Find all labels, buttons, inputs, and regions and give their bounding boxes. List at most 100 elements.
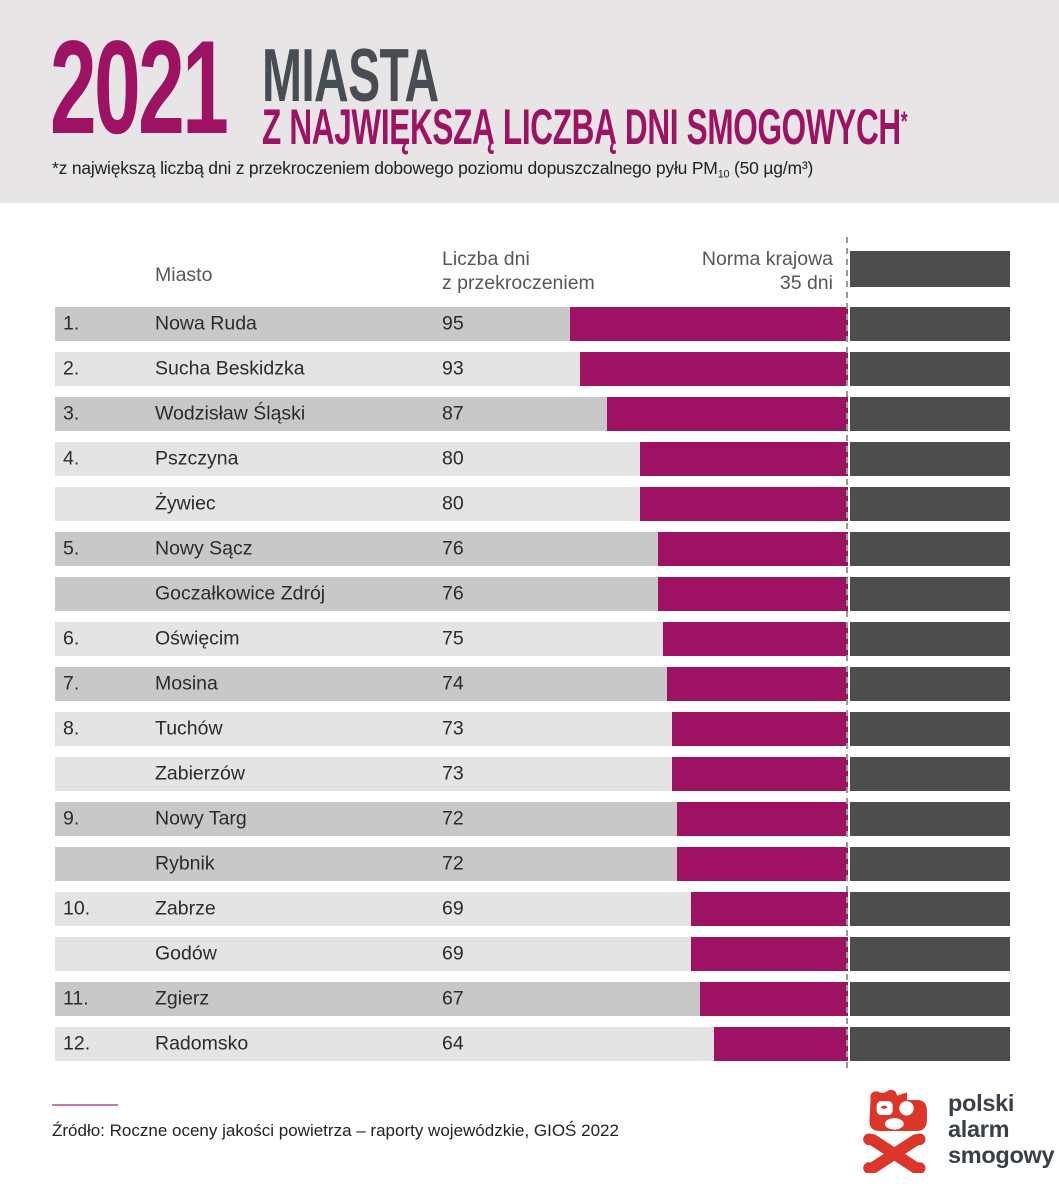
days-bar (714, 1027, 848, 1061)
days-bar (640, 487, 848, 521)
rank-label: 8. (63, 717, 80, 740)
norm-bar (850, 487, 1010, 521)
days-value: 69 (442, 897, 464, 920)
table-row: 9. Nowy Targ 72 (55, 802, 1010, 836)
days-bar (672, 757, 848, 791)
rank-label: 11. (63, 987, 89, 1010)
city-label: Goczałkowice Zdrój (155, 582, 326, 605)
norm-bar (850, 757, 1010, 791)
logo-wordmark: polski alarm smogowy (948, 1090, 1055, 1168)
days-bar (677, 847, 848, 881)
table-row: 5. Nowy Sącz 76 (55, 532, 1010, 566)
column-header-norm: Norma krajowa 35 dni (701, 248, 833, 294)
city-label: Sucha Beskidzka (155, 357, 305, 380)
days-value: 93 (442, 357, 464, 380)
days-bar (607, 397, 848, 431)
source-rule (52, 1104, 118, 1106)
days-value: 80 (442, 492, 464, 515)
norm-bar (850, 1027, 1010, 1061)
city-label: Nowa Ruda (155, 312, 257, 335)
rows-container: 1. Nowa Ruda 95 2. Sucha Beskidzka 93 3.… (55, 307, 1010, 1072)
table-row: Żywiec 80 (55, 487, 1010, 521)
rank-label: 1. (63, 312, 80, 335)
days-value: 64 (442, 1032, 464, 1055)
logo-line: polski (948, 1090, 1015, 1116)
logo-line: alarm (948, 1116, 1010, 1142)
table-row: 4. Pszczyna 80 (55, 442, 1010, 476)
column-header-days: Liczba dni z przekroczeniem (442, 248, 595, 294)
table-row: 10. Zabrze 69 (55, 892, 1010, 926)
norm-bar (850, 352, 1010, 386)
rank-label: 9. (63, 807, 80, 830)
days-bar (677, 802, 848, 836)
norm-bar (850, 982, 1010, 1016)
rank-label: 5. (63, 537, 80, 560)
norm-bar (850, 577, 1010, 611)
days-value: 67 (442, 987, 464, 1010)
table-row: 2. Sucha Beskidzka 93 (55, 352, 1010, 386)
days-value: 87 (442, 402, 464, 425)
rank-label: 12. (63, 1032, 91, 1055)
norm-bar (850, 712, 1010, 746)
days-bar (691, 937, 848, 971)
source-text: Źródło: Roczne oceny jakości powietrza –… (52, 1121, 619, 1140)
norm-bar (850, 802, 1010, 836)
days-bar (570, 307, 848, 341)
norm-bar (850, 442, 1010, 476)
title-line-2-text: Z NAJWIĘKSZĄ LICZBĄ DNI SMOGOWYCH (262, 99, 901, 155)
city-label: Rybnik (155, 852, 215, 875)
city-label: Pszczyna (155, 447, 239, 470)
norm-bar (850, 397, 1010, 431)
norm-threshold-line (846, 237, 848, 1073)
norm-bar (850, 667, 1010, 701)
table-row: Godów 69 (55, 937, 1010, 971)
days-value: 72 (442, 852, 464, 875)
days-value: 73 (442, 762, 464, 785)
days-value: 95 (442, 312, 464, 335)
table-row: 12. Radomsko 64 (55, 1027, 1010, 1061)
rank-label: 3. (63, 402, 80, 425)
days-value: 76 (442, 537, 464, 560)
city-label: Nowy Targ (155, 807, 247, 830)
table-row: 1. Nowa Ruda 95 (55, 307, 1010, 341)
column-header-city: Miasto (155, 264, 213, 286)
rank-label: 6. (63, 627, 80, 650)
days-value: 80 (442, 447, 464, 470)
city-label: Nowy Sącz (155, 537, 253, 560)
title-line-1: MIASTA (262, 33, 439, 117)
days-bar (658, 532, 848, 566)
table-row: 3. Wodzisław Śląski 87 (55, 397, 1010, 431)
norm-bar (850, 847, 1010, 881)
rank-label: 4. (63, 447, 80, 470)
city-label: Godów (155, 942, 217, 965)
city-label: Oświęcim (155, 627, 240, 650)
table-row: 8. Tuchów 73 (55, 712, 1010, 746)
footnote: *z największą liczbą dni z przekroczenie… (52, 158, 814, 181)
title-line-2: Z NAJWIĘKSZĄ LICZBĄ DNI SMOGOWYCH* (262, 99, 908, 155)
table-row: Goczałkowice Zdrój 76 (55, 577, 1010, 611)
norm-bar (850, 892, 1010, 926)
days-bar (691, 892, 848, 926)
city-label: Wodzisław Śląski (155, 402, 306, 425)
rank-label: 7. (63, 672, 80, 695)
header-band (0, 0, 1059, 203)
city-label: Tuchów (155, 717, 223, 740)
table-row: 6. Oświęcim 75 (55, 622, 1010, 656)
days-bar (667, 667, 848, 701)
table-row: 11. Zgierz 67 (55, 982, 1010, 1016)
table-row: Rybnik 72 (55, 847, 1010, 881)
days-value: 72 (442, 807, 464, 830)
days-bar (672, 712, 848, 746)
norm-bar (850, 937, 1010, 971)
logo-line: smogowy (948, 1142, 1055, 1168)
days-value: 74 (442, 672, 464, 695)
norm-bar (850, 622, 1010, 656)
days-bar (700, 982, 848, 1016)
year-label: 2021 (50, 14, 229, 162)
city-label: Zgierz (155, 987, 210, 1010)
city-label: Radomsko (155, 1032, 249, 1055)
norm-header-bar (850, 251, 1010, 287)
city-label: Mosina (155, 672, 218, 695)
rank-label: 10. (63, 897, 91, 920)
